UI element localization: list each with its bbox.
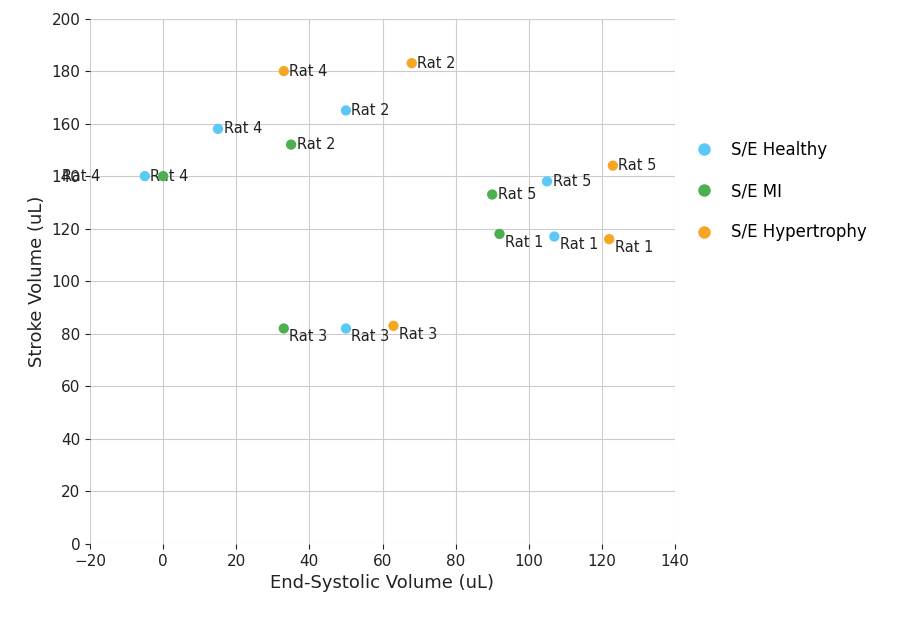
Text: Rat 1: Rat 1: [505, 235, 544, 250]
Text: Rat 2: Rat 2: [352, 103, 390, 118]
Text: Rat 1: Rat 1: [615, 240, 653, 255]
Text: Rat 1: Rat 1: [560, 237, 598, 252]
Point: [338, 106, 353, 116]
Point: [405, 58, 419, 68]
Text: Rat 3: Rat 3: [289, 329, 328, 344]
Text: Rat 3: Rat 3: [399, 327, 437, 342]
Point: [156, 171, 170, 181]
Point: [485, 190, 500, 200]
Text: Rat 4: Rat 4: [289, 64, 328, 78]
Point: [276, 66, 291, 76]
Point: [492, 229, 507, 239]
Point: [284, 140, 298, 150]
Text: Rat 4: Rat 4: [223, 121, 262, 137]
Text: Rat 2: Rat 2: [418, 56, 455, 70]
Point: [138, 171, 152, 181]
Text: Rat 2: Rat 2: [297, 137, 335, 152]
Point: [211, 124, 225, 133]
Text: Rat 5: Rat 5: [553, 174, 591, 189]
Point: [606, 161, 620, 171]
Text: Rat 5: Rat 5: [498, 187, 536, 202]
X-axis label: End-Systolic Volume (uL): End-Systolic Volume (uL): [271, 574, 494, 592]
Point: [276, 324, 291, 334]
Point: [338, 324, 353, 334]
Point: [602, 234, 616, 244]
Text: Rat 4: Rat 4: [62, 169, 101, 184]
Text: Rat 4: Rat 4: [150, 169, 189, 184]
Y-axis label: Stroke Volume (uL): Stroke Volume (uL): [28, 195, 46, 367]
Point: [386, 321, 400, 331]
Text: Rat 5: Rat 5: [618, 158, 657, 173]
Legend: S/E Healthy, S/E MI, S/E Hypertrophy: S/E Healthy, S/E MI, S/E Hypertrophy: [681, 134, 873, 248]
Text: Rat 3: Rat 3: [352, 329, 390, 344]
Point: [540, 176, 554, 186]
Point: [547, 232, 562, 242]
